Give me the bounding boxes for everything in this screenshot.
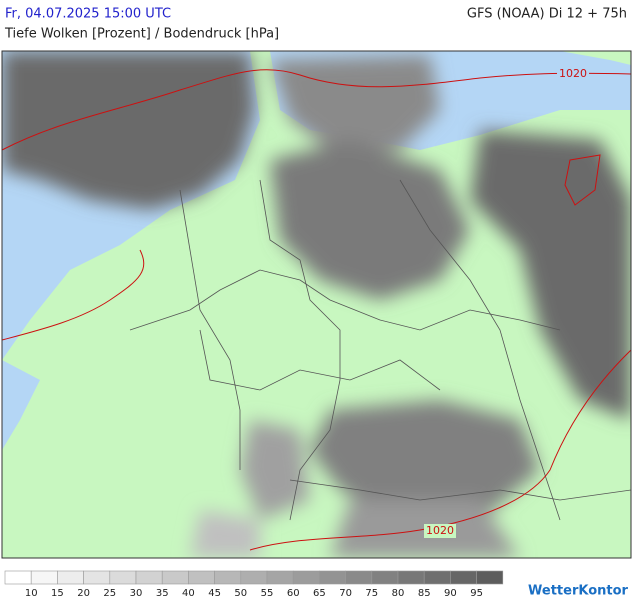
model-run: GFS (NOAA) Di 12 + 75h	[467, 7, 627, 22]
legend-swatch	[188, 570, 215, 585]
isobar-label-bg	[557, 67, 589, 81]
legend-label: 70	[339, 588, 352, 599]
isobar-label: 1020	[559, 67, 587, 80]
legend-swatch	[57, 570, 84, 585]
legend-swatch	[109, 570, 137, 585]
legend-swatch	[292, 570, 320, 585]
logo: WetterKontor	[528, 584, 629, 599]
legend-label: 60	[287, 588, 300, 599]
legend-swatch	[423, 570, 451, 585]
map-area: 1020 1020	[2, 51, 631, 558]
legend-label: 50	[234, 588, 247, 599]
borders	[129, 179, 631, 521]
isobar-label: 1020	[426, 524, 454, 537]
legend-label: 85	[418, 588, 431, 599]
legend: 10 15 20 25 30 35 40 45 50 55 60 65 70 75 80 85 90 95	[4, 570, 504, 599]
isobar-label-bg	[424, 524, 456, 538]
legend-label: 15	[51, 588, 64, 599]
legend-label: 45	[208, 588, 221, 599]
legend-swatch	[266, 570, 294, 585]
legend-swatch	[83, 570, 111, 585]
legend-label: 10	[25, 588, 38, 599]
channel	[2, 360, 40, 450]
subtitle: Tiefe Wolken [Prozent] / Bodendruck [hPa…	[4, 27, 279, 42]
legend-swatch	[4, 570, 32, 585]
legend-swatch	[240, 570, 268, 585]
legend-swatch	[319, 570, 346, 585]
legend-label: 40	[182, 588, 195, 599]
legend-label: 90	[444, 588, 457, 599]
legend-swatch	[161, 570, 189, 585]
legend-label: 65	[313, 588, 326, 599]
legend-label: 25	[103, 588, 116, 599]
legend-label: 55	[261, 588, 274, 599]
isobars	[2, 69, 631, 551]
legend-swatch	[450, 570, 477, 585]
legend-label: 95	[470, 588, 483, 599]
legend-label: 75	[365, 588, 378, 599]
legend-label: 80	[392, 588, 405, 599]
legend-label: 20	[77, 588, 90, 599]
legend-swatch	[214, 570, 242, 585]
legend-swatch	[397, 570, 425, 585]
legend-swatch	[30, 570, 58, 585]
legend-label: 35	[156, 588, 169, 599]
legend-swatch	[371, 570, 399, 585]
legend-swatch	[476, 570, 504, 585]
legend-label: 30	[130, 588, 143, 599]
legend-swatch	[345, 570, 373, 585]
datetime: Fr, 04.07.2025 15:00 UTC	[5, 7, 171, 22]
legend-swatch	[135, 570, 163, 585]
map-frame	[1, 50, 632, 559]
